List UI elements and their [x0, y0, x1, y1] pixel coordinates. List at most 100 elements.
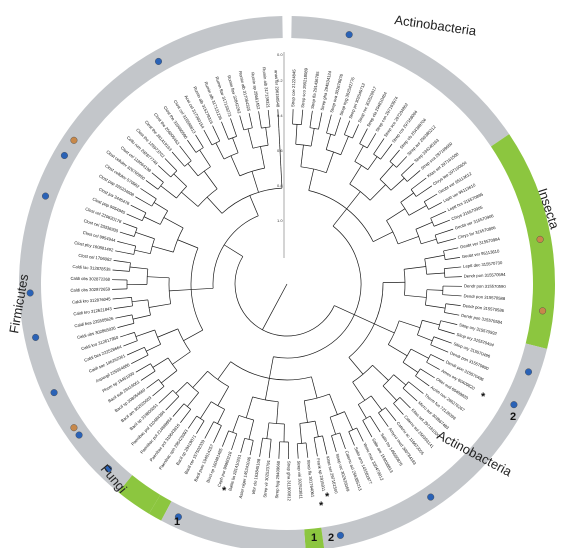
- tree-branch: [129, 266, 148, 270]
- blue-marker-dot: [32, 333, 40, 341]
- tree-branch: [151, 172, 164, 183]
- tree-branch: [402, 388, 418, 402]
- tree-branch: [445, 257, 461, 260]
- tree-branch: [300, 144, 304, 167]
- tree-branch: [181, 191, 199, 207]
- blue-marker-dot: [75, 431, 83, 439]
- leaf-label: Caldi obs 302872268: [70, 276, 110, 282]
- tree-branch: [232, 137, 239, 153]
- tree-branch: [192, 371, 208, 388]
- tree-branch: [112, 297, 132, 300]
- tree-branch: [299, 423, 303, 444]
- tree-branch: [195, 134, 204, 148]
- leaf-label: Caldi kro 312621843: [73, 306, 113, 316]
- tree-branch: [123, 340, 138, 347]
- leaf-label: Strep fla 301764061: [306, 459, 316, 498]
- tree-branch-arc: [262, 437, 272, 440]
- tree-branch: [314, 421, 319, 437]
- tree-branch: [169, 289, 192, 292]
- tree-branch: [344, 411, 354, 431]
- scale-tick-label: 0.4: [277, 113, 283, 118]
- tree-branch: [276, 401, 279, 424]
- leaf-label: Leptt dec 315570730: [463, 260, 503, 269]
- leaf-label: Dendr pon 315570590: [464, 283, 506, 289]
- tree-branch: [177, 239, 199, 249]
- tree-branch-arc: [158, 379, 165, 387]
- tree-branch: [272, 283, 288, 311]
- tree-branch: [410, 348, 429, 359]
- tree-branch: [247, 128, 254, 149]
- leaf-label: anas ter 296150548: [274, 70, 281, 108]
- tree-branch: [221, 121, 229, 140]
- tree-branch: [249, 440, 254, 456]
- tree-branch: [199, 149, 211, 167]
- tree-branch: [406, 170, 421, 182]
- tree-branch: [215, 142, 225, 160]
- tree-branch: [386, 208, 406, 221]
- tree-branch: [421, 238, 437, 245]
- tree-branch: [408, 381, 424, 394]
- tree-branch: [230, 118, 237, 137]
- tree-branch: [420, 368, 435, 379]
- leaf-label: Rumin alb 317139321: [261, 67, 270, 109]
- leaf-label: Strep sco 290218089: [300, 67, 309, 108]
- tree-branch: [278, 441, 280, 459]
- tree-branch: [171, 151, 185, 167]
- tree-branch: [112, 269, 130, 272]
- tree-branch: [309, 110, 313, 128]
- tree-branch: [389, 149, 400, 162]
- tree-branch-arc: [170, 170, 178, 178]
- tree-branch: [143, 216, 161, 225]
- tree-branch: [428, 202, 442, 210]
- tree-branch: [117, 241, 136, 247]
- tree-branch: [135, 329, 155, 337]
- tree-branch-arc: [400, 202, 410, 216]
- ring-segment-actinobacteria-bottom: [321, 343, 548, 548]
- ring-segment-green-bottom: [304, 527, 325, 548]
- tree-branch-arc: [382, 374, 394, 387]
- tree-branch: [444, 266, 462, 269]
- tree-branch: [422, 319, 440, 326]
- tree-branch: [292, 109, 294, 125]
- annotation-number: 1: [311, 532, 317, 544]
- tree-branch: [249, 195, 259, 216]
- tree-branch: [370, 395, 383, 411]
- tree-branch: [140, 370, 156, 381]
- tree-branch: [172, 403, 185, 417]
- orange-marker-dot: [70, 424, 78, 432]
- tree-branch: [140, 188, 157, 200]
- tree-branch: [305, 442, 309, 458]
- tree-branch-arc: [444, 303, 447, 313]
- leaf-label: Strep viri 302523811: [296, 460, 303, 499]
- leaf-label: Dendr pon 315570594: [464, 272, 507, 279]
- tree-branch: [396, 156, 408, 168]
- tree-branch: [417, 334, 433, 342]
- tree-branch: [435, 228, 454, 236]
- tree-branch: [259, 438, 263, 457]
- tree-branch: [379, 164, 394, 180]
- orange-marker-dot: [70, 136, 78, 144]
- tree-branch: [380, 143, 393, 160]
- tree-branch: [430, 210, 447, 219]
- leaf-label: Rumin sp 29661452: [250, 72, 261, 110]
- tree-branch: [388, 344, 408, 357]
- scale-tick-label: 1.0: [277, 218, 283, 223]
- tree-branch: [172, 351, 191, 365]
- tree-branch: [173, 173, 187, 187]
- tree-branch: [382, 385, 397, 401]
- tree-branch: [146, 379, 159, 389]
- tree-branch: [331, 435, 337, 453]
- asterisk-marker: *: [319, 500, 324, 512]
- tree-branch: [401, 163, 414, 176]
- scale-tick-label: 0.2: [277, 78, 283, 83]
- tree-branch: [393, 374, 407, 386]
- tree-branch: [161, 370, 178, 384]
- tree-branch: [117, 323, 135, 328]
- tree-branch: [160, 185, 177, 199]
- tree-branch: [146, 344, 161, 352]
- tree-branch-arc: [402, 381, 409, 389]
- tree-branch: [134, 249, 151, 255]
- leaf-label: Strep fla 291436785: [310, 70, 321, 109]
- tree-branch-arc: [426, 354, 431, 363]
